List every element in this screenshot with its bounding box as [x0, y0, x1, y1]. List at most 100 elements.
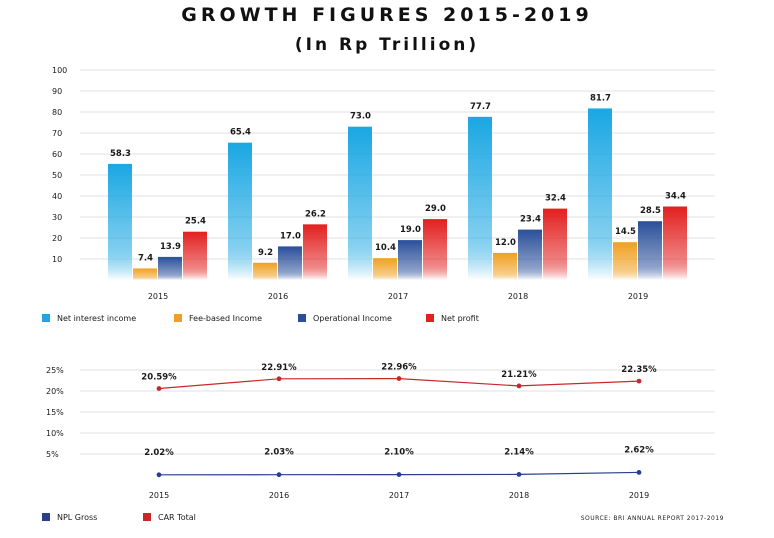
bar-net-profit-2019	[663, 206, 687, 280]
bar-x-tick-label: 2019	[628, 292, 648, 301]
bar-net-interest-income-2017	[348, 126, 372, 280]
bar-net-profit-2017	[423, 219, 447, 280]
line-value-label: 2.03%	[264, 448, 294, 458]
bar-value-label: 65.4	[230, 128, 251, 138]
bar-value-label: 25.4	[185, 217, 206, 227]
bar-operational-income-2015	[158, 256, 182, 280]
bar-value-label: 77.7	[470, 102, 491, 112]
line-value-label: 22.91%	[261, 363, 297, 373]
point-car-total-2015	[156, 386, 162, 391]
bar-value-label: 13.9	[160, 242, 181, 252]
bar-value-label: 29.0	[425, 204, 446, 214]
line-x-tick-label: 2016	[269, 491, 289, 500]
legend-label-operational-income: Operational Income	[313, 314, 392, 323]
line-value-label: 21.21%	[501, 370, 537, 380]
bar-value-label: 28.5	[640, 206, 661, 216]
legend-swatch-car-total	[143, 513, 151, 521]
bar-value-label: 10.4	[375, 243, 396, 253]
bar-value-label: 23.4	[520, 215, 541, 225]
bar-y-tick-label: 40	[52, 192, 62, 201]
point-npl-gross-2016	[276, 472, 282, 478]
bar-y-tick-label: 70	[52, 129, 62, 138]
source-note: SOURCE: BRI ANNUAL REPORT 2017-2019	[580, 515, 724, 522]
bar-value-label: 32.4	[545, 194, 566, 204]
bar-x-tick-label: 2016	[268, 292, 288, 301]
line-value-label: 22.35%	[621, 365, 657, 375]
bar-value-label: 26.2	[305, 209, 326, 219]
line-y-tick-label: 5%	[46, 450, 59, 459]
line-y-tick-label: 20%	[46, 387, 64, 396]
point-npl-gross-2019	[636, 469, 642, 475]
bar-net-interest-income-2015	[108, 163, 132, 280]
line-value-label: 20.59%	[141, 373, 177, 383]
bar-net-profit-2016	[303, 224, 327, 280]
point-car-total-2017	[396, 376, 402, 381]
point-npl-gross-2015	[156, 472, 162, 478]
bar-value-label: 34.4	[665, 192, 686, 202]
line-x-tick-label: 2017	[389, 491, 409, 500]
line-y-tick-label: 25%	[46, 366, 64, 375]
bar-x-tick-label: 2017	[388, 292, 408, 301]
bar-operational-income-2019	[638, 221, 662, 280]
line-x-tick-label: 2015	[149, 491, 169, 500]
bar-fee-based-income-2018	[493, 252, 517, 280]
bar-x-tick-label: 2015	[148, 292, 168, 301]
chart-subtitle: (In Rp Trillion)	[294, 35, 480, 55]
bar-fee-based-income-2019	[613, 242, 637, 280]
legend-swatch-npl-gross	[42, 513, 50, 521]
legend-label-car-total: CAR Total	[158, 513, 196, 522]
point-car-total-2019	[636, 378, 642, 384]
bar-fee-based-income-2015	[133, 268, 157, 280]
bar-value-label: 19.0	[400, 225, 421, 235]
legend-swatch-operational-income	[298, 314, 306, 322]
bar-y-tick-label: 10	[52, 255, 62, 264]
bar-net-profit-2015	[183, 231, 207, 280]
legend-swatch-net-profit	[426, 314, 434, 322]
legend-label-fee-based-income: Fee-based Income	[189, 314, 262, 323]
legend-label-npl-gross: NPL Gross	[57, 513, 97, 522]
bar-value-label: 7.4	[138, 253, 153, 263]
bar-operational-income-2017	[398, 240, 422, 280]
bar-net-interest-income-2018	[468, 116, 492, 280]
bar-value-label: 81.7	[590, 93, 611, 103]
line-y-tick-label: 15%	[46, 408, 64, 417]
point-npl-gross-2018	[516, 472, 522, 477]
bar-y-tick-label: 30	[52, 213, 62, 222]
line-x-tick-label: 2018	[509, 491, 529, 500]
bar-operational-income-2018	[518, 229, 542, 280]
bar-y-tick-label: 80	[52, 108, 62, 117]
legend-swatch-fee-based-income	[174, 314, 182, 322]
bar-value-label: 73.0	[350, 112, 371, 122]
point-npl-gross-2017	[396, 472, 402, 477]
bar-y-tick-label: 20	[52, 234, 62, 243]
point-car-total-2016	[276, 376, 282, 382]
line-y-tick-label: 10%	[46, 429, 64, 438]
bar-operational-income-2016	[278, 246, 302, 280]
line-value-label: 22.96%	[381, 363, 417, 373]
bar-fee-based-income-2016	[253, 262, 277, 280]
line-value-label: 2.14%	[504, 447, 534, 457]
bar-y-tick-label: 50	[52, 171, 62, 180]
bar-y-tick-label: 60	[52, 150, 62, 159]
bar-y-tick-label: 90	[52, 87, 62, 96]
bar-value-label: 17.0	[280, 231, 301, 241]
legend-label-net-interest-income: Net interest income	[57, 314, 136, 323]
bar-value-label: 9.2	[258, 248, 273, 258]
line-x-tick-label: 2019	[629, 491, 649, 500]
bar-value-label: 12.0	[495, 238, 516, 248]
bar-value-label: 58.3	[110, 149, 131, 159]
line-value-label: 2.10%	[384, 448, 414, 458]
chart-title: GROWTH FIGURES 2015-2019	[181, 4, 593, 26]
bar-net-interest-income-2016	[228, 142, 252, 280]
bar-value-label: 14.5	[615, 227, 636, 237]
bar-net-profit-2018	[543, 208, 567, 280]
legend-label-net-profit: Net profit	[441, 314, 479, 323]
line-value-label: 2.62%	[624, 445, 654, 455]
bar-net-interest-income-2019	[588, 108, 612, 281]
bar-fee-based-income-2017	[373, 258, 397, 280]
bar-x-tick-label: 2018	[508, 292, 528, 301]
point-car-total-2018	[516, 383, 522, 389]
line-value-label: 2.02%	[144, 448, 174, 458]
legend-swatch-net-interest-income	[42, 314, 50, 322]
